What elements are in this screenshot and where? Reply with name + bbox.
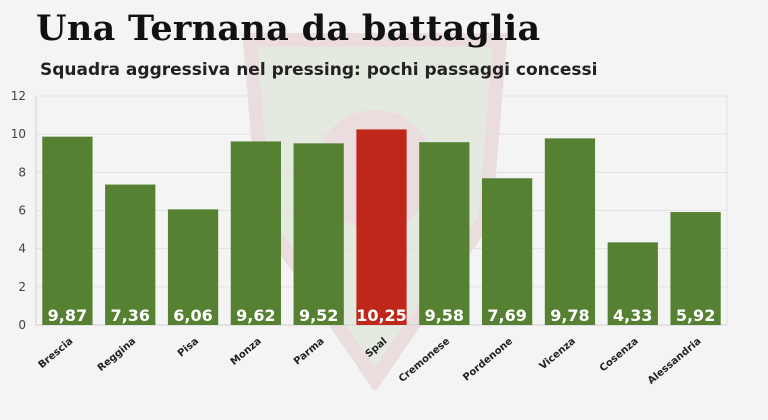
bar bbox=[607, 242, 658, 325]
chart-subtitle: Squadra aggressiva nel pressing: pochi p… bbox=[40, 60, 598, 80]
y-tick-label: 2 bbox=[18, 280, 26, 294]
data-label: 9,62 bbox=[236, 306, 275, 325]
bar bbox=[482, 178, 533, 325]
y-tick-label: 0 bbox=[18, 318, 26, 332]
x-tick-label: Pisa bbox=[176, 336, 201, 360]
data-label: 4,33 bbox=[613, 306, 652, 325]
x-tick-label: Reggina bbox=[96, 336, 138, 374]
x-tick-label: Parma bbox=[292, 336, 327, 368]
y-axis-ticks: 0 2 4 6 8 10 12 bbox=[11, 89, 26, 332]
bar bbox=[167, 209, 219, 325]
x-tick-label: Vicenza bbox=[538, 336, 578, 372]
data-label: 7,36 bbox=[110, 306, 149, 325]
x-tick-label: Alessandria bbox=[646, 336, 704, 387]
data-label: 9,58 bbox=[425, 306, 464, 325]
x-tick-label: Monza bbox=[229, 336, 264, 368]
data-label: 5,92 bbox=[676, 306, 715, 325]
bars bbox=[42, 129, 721, 325]
bar bbox=[544, 138, 596, 325]
data-label: 7,69 bbox=[487, 306, 526, 325]
y-tick-label: 12 bbox=[11, 89, 26, 103]
chart-title: Una Ternana da battaglia bbox=[36, 8, 541, 49]
y-tick-label: 10 bbox=[11, 127, 26, 141]
bar bbox=[105, 184, 156, 325]
bar bbox=[230, 141, 281, 325]
bar bbox=[293, 143, 344, 325]
bar bbox=[419, 142, 470, 325]
value-labels: 9,87 7,36 6,06 9,62 9,52 10,25 9,58 7,69 9,78 4,3… bbox=[48, 306, 716, 325]
data-label: 9,78 bbox=[550, 306, 589, 325]
x-tick-label: Cremonese bbox=[397, 336, 452, 385]
y-tick-label: 8 bbox=[18, 165, 26, 179]
data-label: 10,25 bbox=[356, 306, 407, 325]
bar bbox=[670, 212, 721, 325]
x-tick-label: Cosenza bbox=[598, 336, 641, 374]
y-tick-label: 4 bbox=[18, 242, 26, 256]
x-tick-label: Spal bbox=[364, 336, 390, 360]
x-tick-label: Brescia bbox=[37, 336, 76, 371]
bar bbox=[356, 129, 407, 325]
bar bbox=[42, 136, 93, 325]
data-label: 9,52 bbox=[299, 306, 338, 325]
x-axis-labels: Brescia Reggina Pisa Monza Parma Spal Cremones… bbox=[37, 336, 704, 387]
x-tick-label: Pordenone bbox=[461, 336, 515, 384]
data-label: 6,06 bbox=[173, 306, 212, 325]
y-tick-label: 6 bbox=[18, 204, 26, 218]
data-label: 9,87 bbox=[48, 306, 87, 325]
